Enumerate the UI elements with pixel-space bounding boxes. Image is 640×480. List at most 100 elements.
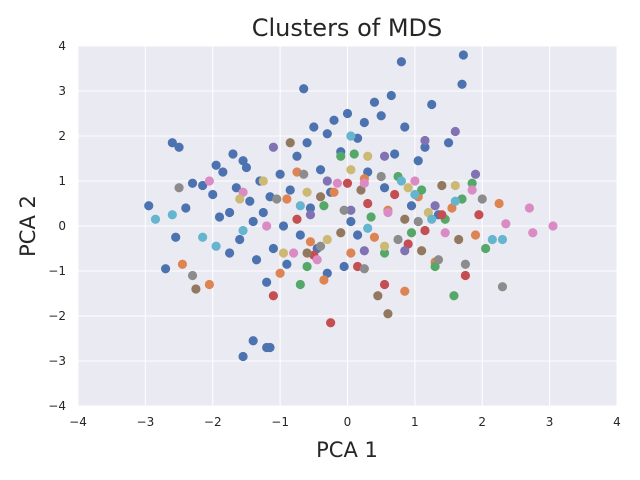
data-point — [548, 221, 558, 231]
data-point — [420, 225, 430, 236]
data-point — [437, 180, 447, 191]
data-point — [524, 203, 535, 213]
data-point — [342, 178, 353, 188]
data-point — [349, 149, 359, 159]
data-point — [191, 284, 201, 294]
data-point — [403, 183, 413, 193]
data-point — [248, 216, 258, 227]
data-point — [235, 194, 245, 204]
data-point — [295, 201, 305, 211]
x-tick-label: 4 — [613, 415, 621, 429]
data-point — [282, 194, 292, 204]
data-point — [528, 228, 538, 238]
data-point — [319, 201, 329, 211]
data-point — [275, 169, 285, 179]
data-point — [268, 291, 278, 301]
data-point — [383, 309, 393, 319]
data-point — [322, 234, 332, 245]
data-point — [248, 336, 258, 346]
y-tick-label: −4 — [48, 399, 66, 413]
y-tick-label: 4 — [58, 39, 66, 53]
data-point — [477, 194, 487, 204]
data-point — [295, 279, 305, 290]
data-point — [278, 221, 289, 231]
data-point — [379, 241, 390, 251]
data-point — [497, 282, 508, 292]
y-tick-label: 2 — [58, 129, 66, 143]
data-point — [174, 142, 184, 152]
data-point — [285, 138, 295, 148]
data-point — [390, 149, 400, 159]
data-point — [450, 196, 460, 206]
data-point — [346, 205, 356, 215]
data-point — [427, 214, 437, 224]
y-tick-label: −3 — [48, 354, 66, 368]
data-point — [393, 234, 403, 245]
data-point — [329, 187, 339, 197]
data-point — [235, 234, 245, 245]
data-point — [366, 212, 376, 222]
x-tick-labels: −4 −3 −2 −1 0 1 2 3 4 — [69, 415, 621, 429]
data-point — [363, 198, 373, 209]
data-point — [420, 142, 430, 152]
data-point — [379, 248, 390, 258]
data-point — [450, 126, 460, 137]
data-point — [177, 259, 188, 269]
series-9 — [150, 131, 508, 251]
data-point — [443, 138, 454, 148]
data-point — [449, 291, 459, 301]
data-point — [315, 165, 326, 175]
data-point — [339, 261, 349, 272]
data-point — [396, 57, 406, 67]
data-point — [363, 151, 373, 161]
data-point — [420, 135, 430, 146]
data-point — [198, 232, 208, 242]
data-point — [241, 162, 252, 173]
data-point — [315, 192, 326, 202]
data-point — [396, 176, 406, 186]
data-point — [285, 185, 295, 195]
data-point — [299, 169, 309, 179]
data-point — [228, 149, 238, 159]
data-point — [305, 237, 316, 247]
data-point — [329, 115, 339, 125]
y-axis-label: PCA 2 — [16, 195, 40, 257]
data-point — [339, 205, 349, 215]
data-point — [386, 90, 396, 101]
data-point — [268, 142, 278, 152]
x-tick-label: −1 — [271, 415, 289, 429]
data-point — [262, 277, 272, 287]
data-point — [336, 151, 346, 161]
data-point — [302, 138, 312, 148]
data-point — [342, 108, 353, 119]
data-point — [353, 230, 363, 240]
data-point — [379, 279, 390, 290]
data-point — [305, 210, 316, 220]
data-point — [282, 259, 292, 269]
data-point — [433, 255, 444, 265]
y-tick-label: 1 — [58, 174, 66, 188]
data-point — [470, 169, 481, 179]
data-point — [319, 275, 329, 285]
data-point — [467, 185, 477, 195]
data-point — [231, 183, 241, 193]
data-point — [322, 129, 332, 139]
x-tick-label: −3 — [137, 415, 155, 429]
data-point — [238, 225, 248, 236]
data-point — [268, 243, 278, 254]
data-point — [359, 117, 369, 128]
data-point — [275, 268, 285, 278]
y-tick-label: −2 — [48, 309, 66, 323]
data-point — [390, 189, 400, 200]
x-tick-label: 1 — [411, 415, 419, 429]
series-4 — [268, 126, 481, 256]
data-point — [460, 270, 471, 281]
data-point — [315, 241, 326, 251]
data-point — [346, 248, 356, 258]
data-point — [258, 207, 268, 218]
data-point — [487, 234, 497, 245]
data-point — [376, 171, 386, 182]
data-point — [245, 196, 255, 206]
x-tick-label: 2 — [478, 415, 486, 429]
data-point — [400, 214, 410, 224]
